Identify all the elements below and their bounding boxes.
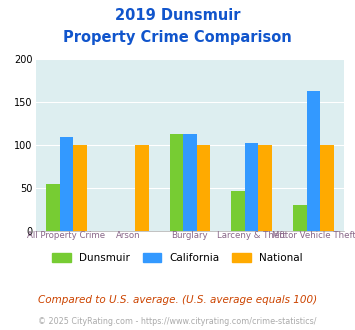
Text: All Property Crime: All Property Crime [27,231,105,240]
Bar [258,145,272,231]
Text: © 2025 CityRating.com - https://www.cityrating.com/crime-statistics/: © 2025 CityRating.com - https://www.city… [38,317,317,326]
Bar [245,143,258,231]
Text: Motor Vehicle Theft: Motor Vehicle Theft [272,231,355,240]
Bar [231,191,245,231]
Bar [170,134,183,231]
Legend: Dunsmuir, California, National: Dunsmuir, California, National [48,248,307,267]
Bar [320,145,334,231]
Bar [60,137,73,231]
Text: Burglary: Burglary [171,231,208,240]
Bar [183,134,197,231]
Text: 2019 Dunsmuir: 2019 Dunsmuir [115,8,240,23]
Bar [46,184,60,231]
Bar [293,205,307,231]
Bar [73,145,87,231]
Text: Compared to U.S. average. (U.S. average equals 100): Compared to U.S. average. (U.S. average … [38,295,317,305]
Bar [135,145,148,231]
Text: Property Crime Comparison: Property Crime Comparison [63,30,292,45]
Bar [307,91,320,231]
Text: Arson: Arson [116,231,141,240]
Text: Larceny & Theft: Larceny & Theft [217,231,286,240]
Bar [197,145,210,231]
